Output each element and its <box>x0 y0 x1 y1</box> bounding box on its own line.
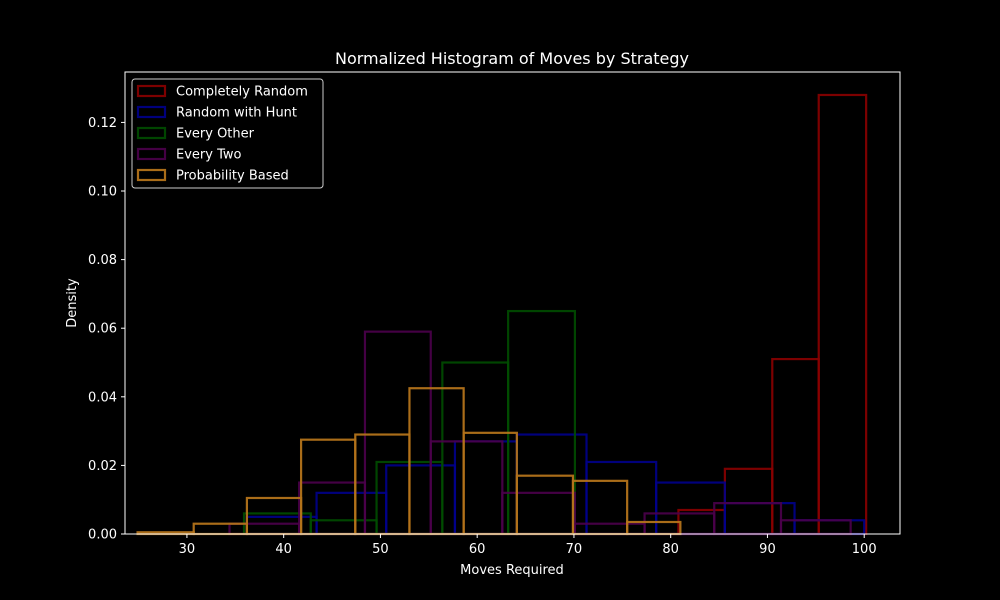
legend-swatch <box>136 105 167 119</box>
y-tick-label: 0.08 <box>88 253 117 268</box>
x-tick-label: 80 <box>662 542 679 557</box>
y-tick-label: 0.10 <box>88 185 117 200</box>
x-tick-label: 70 <box>566 542 583 557</box>
chart-title: Normalized Histogram of Moves by Strateg… <box>335 49 689 68</box>
x-tick-label: 60 <box>469 542 486 557</box>
x-tick-label: 100 <box>852 542 877 557</box>
x-tick-label: 40 <box>275 542 292 557</box>
legend-swatch <box>136 126 167 140</box>
plot-frame <box>124 71 901 535</box>
legend-label: Probability Based <box>176 169 289 184</box>
y-axis-ticks: 0.00 0.02 0.04 0.06 0.08 0.10 0.12 <box>88 116 125 543</box>
legend-box <box>131 78 324 189</box>
y-axis-label: Density <box>65 278 80 328</box>
legend-swatch <box>136 147 167 161</box>
x-tick-label: 90 <box>759 542 776 557</box>
y-tick-label: 0.06 <box>88 322 117 337</box>
legend-label: Every Two <box>176 148 241 163</box>
x-tick-label: 50 <box>372 542 389 557</box>
legend-label: Random with Hunt <box>176 106 297 121</box>
y-tick-label: 0.04 <box>88 390 117 405</box>
legend: Completely Random Random with Hunt Every O… <box>131 78 324 189</box>
x-axis-label: Moves Required <box>460 563 564 578</box>
legend-label: Every Other <box>176 127 255 142</box>
y-tick-label: 0.00 <box>88 528 117 543</box>
x-tick-label: 30 <box>179 542 196 557</box>
y-tick-label: 0.12 <box>88 116 117 131</box>
y-tick-label: 0.02 <box>88 459 117 474</box>
legend-swatch <box>136 84 167 98</box>
x-axis-ticks: 30 40 50 60 70 80 90 100 <box>179 534 877 557</box>
legend-label: Completely Random <box>176 85 308 100</box>
legend-swatch <box>136 168 167 182</box>
